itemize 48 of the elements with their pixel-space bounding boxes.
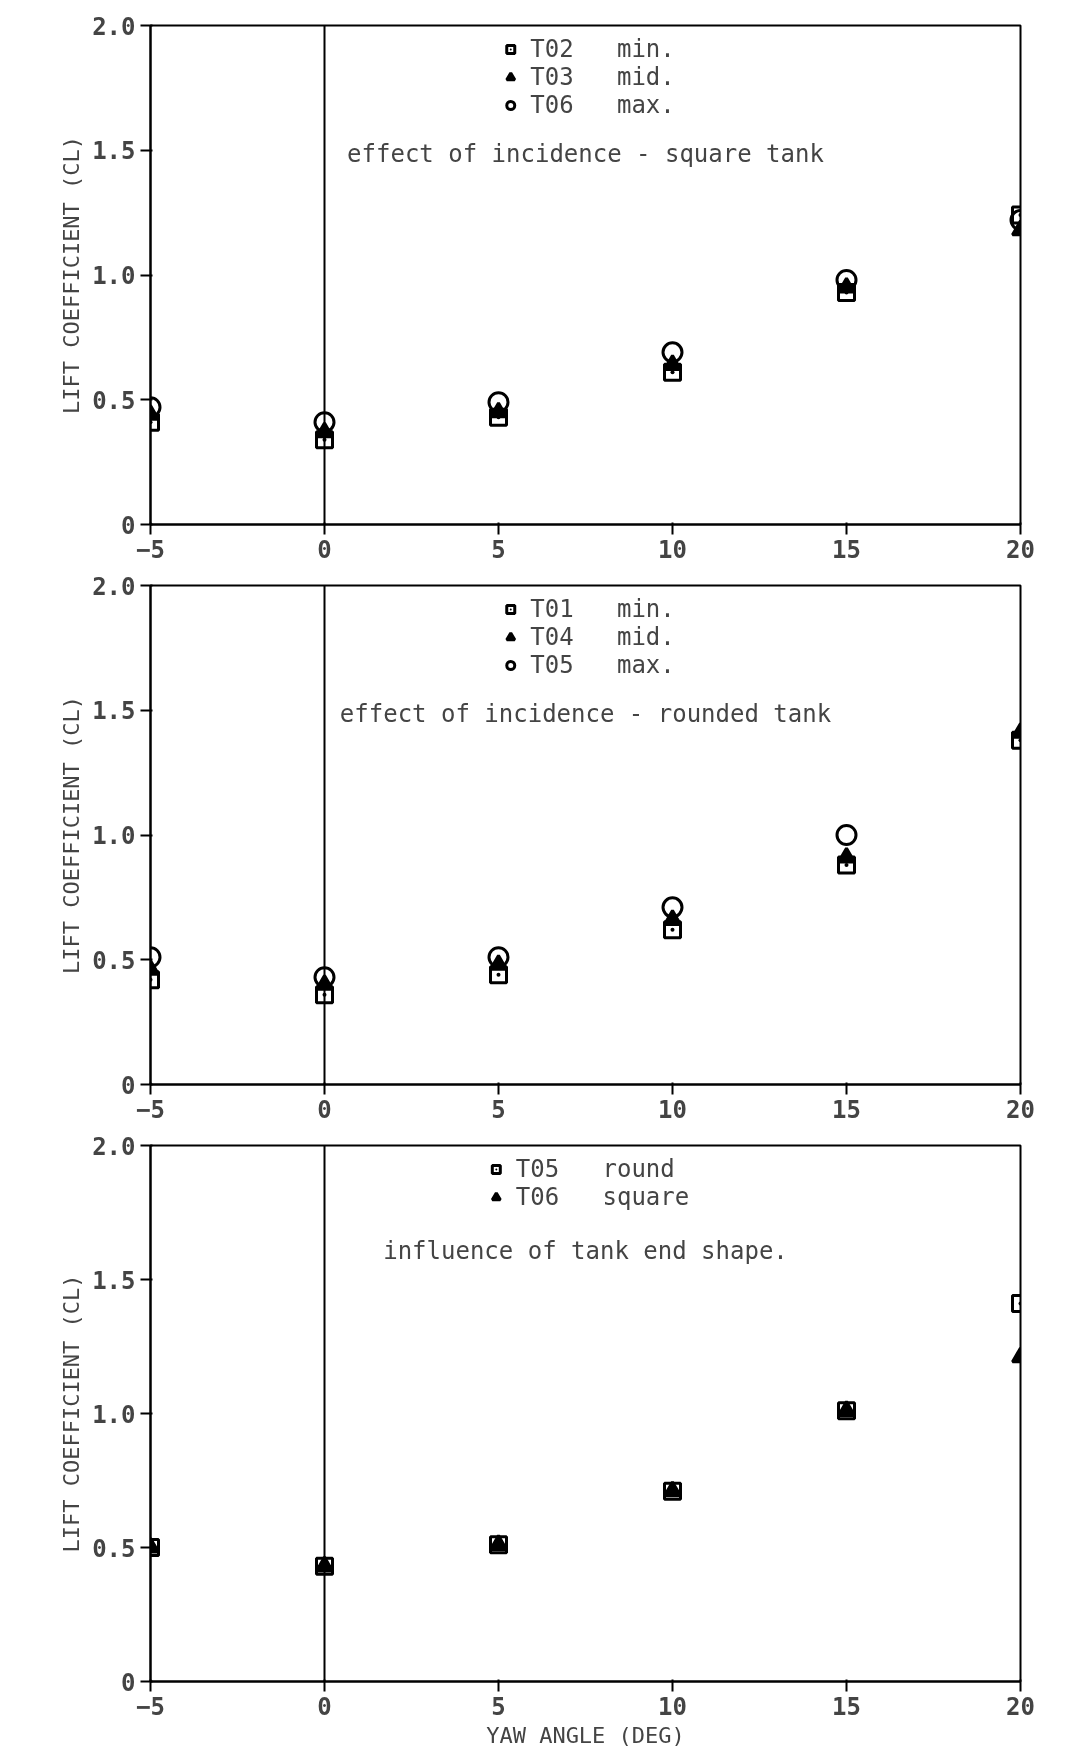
- legend-label: T04 mid.: [530, 623, 675, 651]
- x-tick-label: 0: [317, 1095, 332, 1124]
- annotation: effect of incidence - rounded tank: [339, 700, 832, 729]
- y-tick-label: 2.0: [92, 572, 136, 601]
- x-tick-label: 5: [491, 535, 506, 564]
- x-tick-label: 10: [658, 535, 687, 564]
- y-tick-label: 2.0: [92, 1132, 136, 1161]
- legend-label: T06 max.: [530, 91, 675, 119]
- x-tick-label: 10: [658, 1095, 687, 1124]
- x-tick-label: 10: [658, 1692, 687, 1721]
- x-tick-label: −5: [136, 1692, 165, 1721]
- x-tick-label: 15: [832, 535, 861, 564]
- y-tick-label: 0: [121, 1668, 136, 1697]
- x-tick-label: 0: [317, 1692, 332, 1721]
- x-tick-label: 20: [1006, 535, 1035, 564]
- x-tick-label: 15: [832, 1692, 861, 1721]
- y-axis-title: LIFT COEFFICIENT (CL): [59, 695, 85, 975]
- x-tick-label: 0: [317, 535, 332, 564]
- annotation: influence of tank end shape.: [383, 1236, 788, 1265]
- y-tick-label: 0: [121, 1071, 136, 1100]
- y-tick-label: 0.5: [92, 946, 136, 975]
- x-tick-label: −5: [136, 535, 165, 564]
- y-tick-label: 1.0: [92, 262, 136, 290]
- y-tick-label: 1.0: [92, 1400, 136, 1429]
- legend-label: T05 round: [515, 1155, 675, 1183]
- x-tick-label: 15: [832, 1095, 861, 1124]
- x-tick-label: 5: [491, 1692, 506, 1721]
- y-tick-label: 1.5: [92, 697, 136, 726]
- x-tick-label: 20: [1006, 1692, 1035, 1721]
- y-tick-label: 0.5: [92, 1534, 136, 1563]
- y-tick-label: 0: [121, 511, 136, 540]
- y-axis-title: LIFT COEFFICIENT (CL): [59, 1274, 85, 1553]
- x-axis-title: YAW ANGLE (DEG): [486, 1722, 685, 1748]
- y-tick-label: 0.5: [92, 386, 136, 415]
- legend-label: T05 max.: [530, 651, 675, 679]
- legend-label: T03 mid.: [530, 63, 675, 91]
- annotation: effect of incidence - square tank: [347, 140, 825, 169]
- y-tick-label: 1.5: [92, 137, 136, 166]
- legend-label: T02 min.: [530, 35, 675, 63]
- legend-label: T01 min.: [530, 595, 675, 623]
- y-tick-label: 2.0: [92, 12, 136, 41]
- legend-label: T06 square: [515, 1183, 690, 1211]
- y-tick-label: 1.5: [92, 1266, 136, 1295]
- x-tick-label: 5: [491, 1095, 506, 1124]
- y-axis-title: LIFT COEFFICIENT (CL): [59, 135, 85, 415]
- x-tick-label: −5: [136, 1095, 165, 1124]
- x-tick-label: 20: [1006, 1095, 1035, 1124]
- y-tick-label: 1.0: [92, 822, 136, 850]
